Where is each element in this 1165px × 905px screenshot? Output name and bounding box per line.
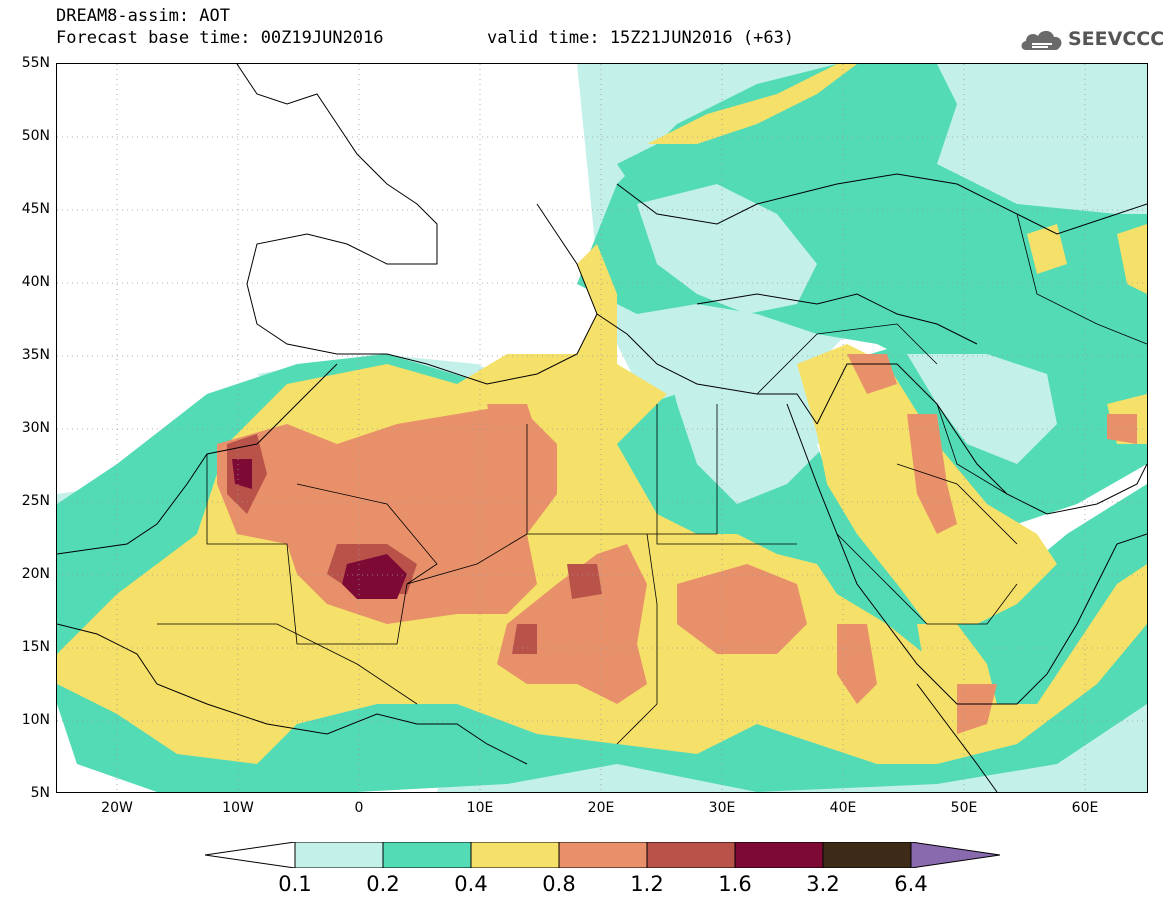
aot-region-0.4 bbox=[1117, 224, 1147, 294]
aot-region-0.4 bbox=[1027, 224, 1067, 274]
aot-region-1.6 bbox=[232, 459, 252, 489]
colorbar-bin-2 bbox=[382, 842, 472, 868]
lon-label: 40E bbox=[829, 800, 857, 816]
chart-title: DREAM8-assim: AOT bbox=[56, 6, 230, 26]
colorbar-label: 0.8 bbox=[542, 872, 576, 896]
forecast-base-time: Forecast base time: 00Z19JUN2016 bbox=[56, 28, 384, 48]
lat-label: 45N bbox=[21, 201, 50, 217]
aot-region-0.8 bbox=[907, 414, 957, 534]
aot-region-0.8 bbox=[677, 564, 807, 654]
aot-region-0.1 bbox=[907, 354, 1057, 464]
lon-label: 60E bbox=[1071, 800, 1099, 816]
aot-region-0.8 bbox=[837, 624, 877, 704]
valid-time: valid time: 15Z21JUN2016 (+63) bbox=[487, 28, 795, 48]
lon-label: 20W bbox=[101, 800, 133, 816]
colorbar-label: 0.1 bbox=[278, 872, 312, 896]
colorbar-label: 1.2 bbox=[630, 872, 664, 896]
colorbar-label: 0.4 bbox=[454, 872, 488, 896]
lat-label: 55N bbox=[21, 55, 50, 71]
colorbar-bin-6 bbox=[734, 842, 824, 868]
lat-label: 30N bbox=[21, 420, 50, 436]
aot-region-0.1 bbox=[657, 324, 827, 504]
colorbar-label: 6.4 bbox=[894, 872, 928, 896]
aot-region-0.1 bbox=[637, 184, 817, 314]
colorbar-above bbox=[910, 842, 1000, 868]
lat-label: 25N bbox=[21, 493, 50, 509]
aot-region-1.2 bbox=[567, 564, 602, 599]
aot-region-1.2 bbox=[512, 624, 537, 654]
colorbar-bin-7 bbox=[822, 842, 912, 868]
country-borders bbox=[157, 213, 1147, 745]
colorbar-bin-1 bbox=[294, 842, 384, 868]
lon-label: 30E bbox=[708, 800, 736, 816]
aot-map bbox=[57, 64, 1147, 792]
aot-region-0.4 bbox=[647, 64, 857, 144]
map-gridlines bbox=[57, 64, 1147, 792]
seevccc-logo: SEEVCCC bbox=[1018, 24, 1164, 56]
logo-text: SEEVCCC bbox=[1068, 28, 1165, 50]
lat-label: 5N bbox=[30, 785, 50, 801]
aot-region-0.8 bbox=[957, 684, 997, 734]
aot-region-1.6 bbox=[342, 554, 407, 599]
aot-region-0.8 bbox=[487, 404, 537, 444]
aot-region-0.8 bbox=[217, 404, 557, 624]
aot-region-0.4 bbox=[57, 244, 1147, 764]
aot-region-0.8 bbox=[497, 544, 647, 704]
lon-label: 10W bbox=[222, 800, 254, 816]
lat-label: 35N bbox=[21, 347, 50, 363]
lon-label: 20E bbox=[587, 800, 615, 816]
colorbar-bin-4 bbox=[558, 842, 648, 868]
aot-region-0.2 bbox=[577, 64, 1147, 394]
colorbar-label: 0.2 bbox=[366, 872, 400, 896]
lat-label: 40N bbox=[21, 274, 50, 290]
lon-label: 50E bbox=[950, 800, 978, 816]
coastlines bbox=[57, 64, 1147, 792]
lat-label: 10N bbox=[21, 712, 50, 728]
cloud-icon bbox=[1021, 30, 1062, 50]
colorbar-below bbox=[205, 842, 296, 868]
aot-region-0.1 bbox=[617, 134, 717, 194]
map-panel bbox=[56, 63, 1148, 793]
lat-label: 15N bbox=[21, 639, 50, 655]
lon-label: 0 bbox=[354, 800, 364, 816]
lat-label: 50N bbox=[21, 128, 50, 144]
lon-label: 10E bbox=[466, 800, 494, 816]
colorbar-label: 3.2 bbox=[806, 872, 840, 896]
colorbar-bin-5 bbox=[646, 842, 736, 868]
colorbar-bin-3 bbox=[470, 842, 560, 868]
colorbar-label: 1.6 bbox=[718, 872, 752, 896]
colorbar bbox=[205, 842, 1000, 868]
lat-label: 20N bbox=[21, 566, 50, 582]
